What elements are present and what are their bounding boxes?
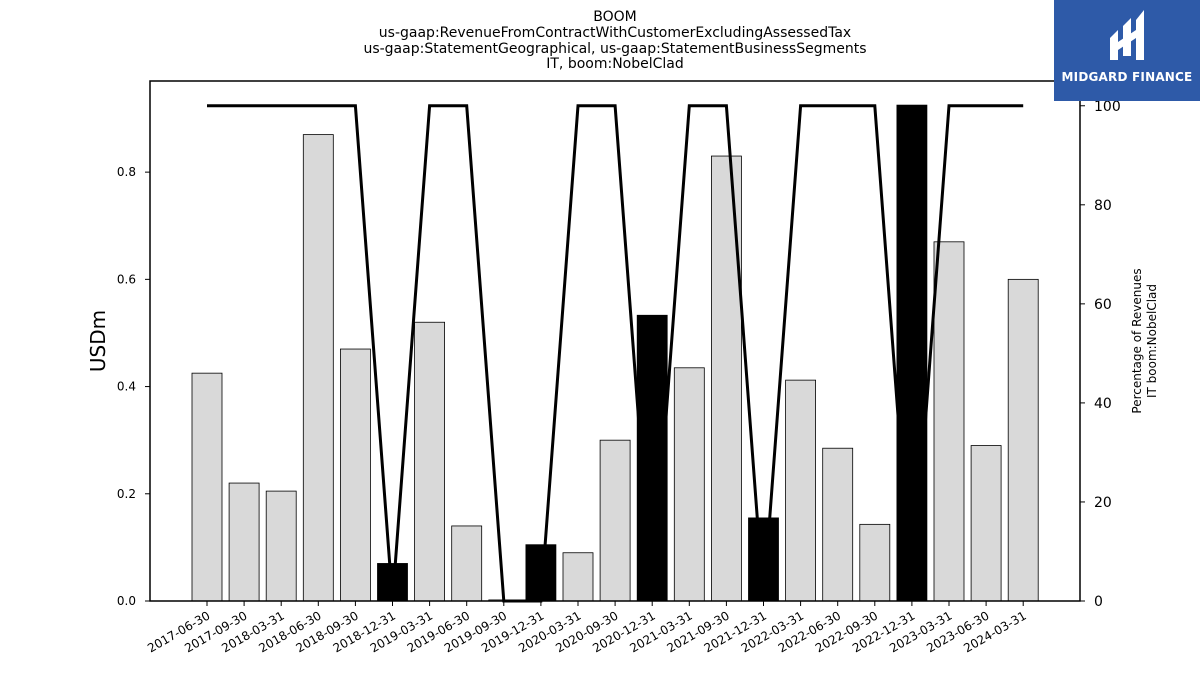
bar-2017-06-30	[191, 372, 223, 602]
bar-2022-12-31	[896, 104, 928, 602]
chart-title: BOOM us-gaap:RevenueFromContractWithCust…	[363, 9, 866, 72]
y-tick-label: 0.2	[117, 487, 136, 501]
y2-axis-label-line-1: Percentage of Revenues	[1130, 268, 1144, 413]
bar-2022-06-30	[822, 447, 854, 602]
bar-2021-03-31	[673, 367, 705, 602]
y-axis-left: 0.0 0.2 0.4 0.6 0.8	[117, 165, 150, 608]
bar-2020-09-30	[599, 439, 631, 602]
brand-logo: MIDGARD FINANCE	[1054, 0, 1200, 101]
x-axis: 2017-06-302017-09-302018-03-312018-06-30…	[145, 601, 1029, 655]
y-tick-label: 0.0	[117, 594, 136, 608]
bar-2023-06-30	[970, 445, 1002, 602]
bar-2024-03-31	[1007, 278, 1039, 602]
y2-axis-label-line-2: IT boom:NobelClad	[1145, 284, 1159, 398]
bar-2020-03-31	[562, 552, 594, 602]
y-tick-label: 0.4	[117, 380, 136, 394]
y2-tick-label: 0	[1094, 594, 1103, 610]
y2-tick-label: 60	[1094, 297, 1112, 313]
logo-mark-icon	[1110, 10, 1144, 60]
percentage-line-series	[206, 104, 1024, 603]
bar-2022-03-31	[785, 379, 816, 602]
bar-2019-06-30	[451, 525, 483, 602]
bar-2023-03-31	[933, 241, 965, 602]
chart-title-line-3: us-gaap:StatementGeographical, us-gaap:S…	[363, 41, 866, 57]
y2-tick-label: 100	[1094, 99, 1121, 115]
y2-tick-label: 80	[1094, 198, 1112, 214]
bar-2018-06-30	[302, 134, 334, 602]
logo-text: MIDGARD FINANCE	[1061, 70, 1193, 84]
bar-2021-09-30	[711, 155, 742, 602]
chart-title-line-2: us-gaap:RevenueFromContractWithCustomerE…	[379, 25, 851, 41]
y2-tick-label: 40	[1094, 396, 1112, 412]
chart-title-line-1: BOOM	[593, 9, 636, 25]
y-tick-label: 0.6	[117, 272, 136, 286]
bar-2019-03-31	[414, 321, 446, 602]
y-tick-label: 0.8	[117, 165, 136, 179]
bar-2022-09-30	[859, 523, 891, 602]
y-axis-right: 0 20 40 60 80 100	[1080, 99, 1121, 610]
y2-tick-label: 20	[1094, 495, 1112, 511]
y-axis-label: USDm	[86, 310, 110, 372]
bars	[191, 104, 1039, 602]
bar-2017-09-30	[228, 482, 260, 602]
chart-title-line-4: IT, boom:NobelClad	[546, 56, 684, 72]
bar-2018-03-31	[265, 490, 297, 602]
bar-2018-09-30	[339, 348, 371, 602]
